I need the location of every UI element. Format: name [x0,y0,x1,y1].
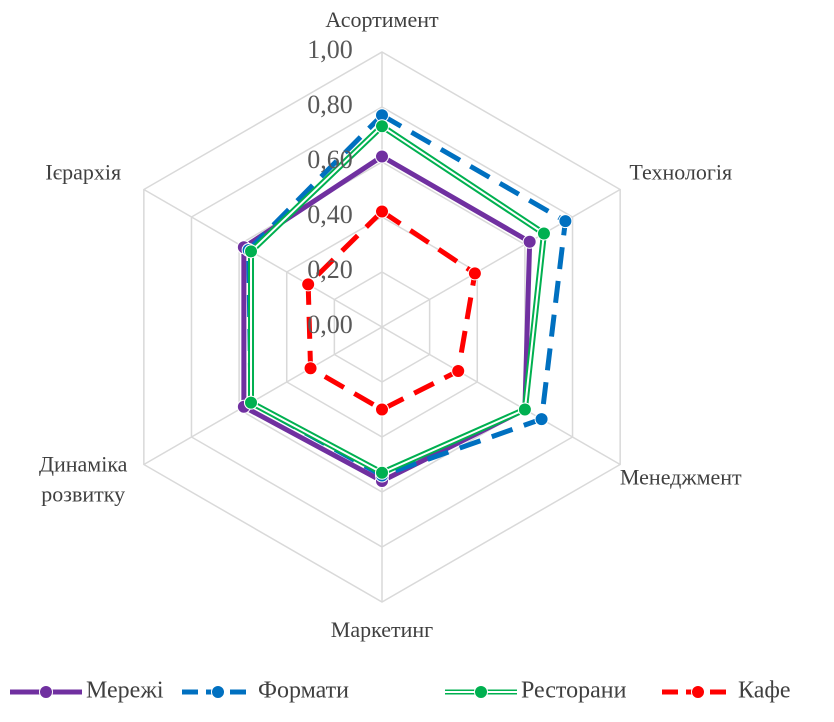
data-point [536,226,551,241]
data-point [522,234,537,249]
legend-label: Ресторани [521,678,627,704]
category-label: Маркетинг [331,617,433,642]
data-point [303,361,318,376]
data-point [467,266,482,281]
data-point [558,214,573,229]
axis-spoke [143,326,383,466]
category-label: Ієрархія [45,160,121,185]
axis-spoke [381,326,621,466]
series-line-inner [250,124,546,474]
axis-spoke [143,188,383,328]
data-point [244,395,259,410]
data-point [375,402,389,417]
category-label: Менеджмент [620,465,742,490]
y-tick-label: 0,40 [307,200,353,229]
data-point [451,364,466,378]
data-point [534,412,549,427]
data-point [375,149,389,164]
legend-marker [691,685,705,699]
data-point [301,277,316,292]
y-tick-label: 0,80 [307,90,353,119]
category-label: Технологія [629,160,732,185]
legend-label: Кафе [738,678,791,704]
data-point [375,465,389,480]
legend-marker [39,685,53,699]
data-point [244,244,259,259]
y-tick-label: 0,20 [307,255,353,284]
legend-marker [474,685,488,699]
y-tick-label: 0,60 [307,145,353,174]
y-tick-label: 1,00 [307,35,353,64]
y-tick-label: 0,00 [307,310,353,339]
axis-spoke [381,188,621,328]
category-label: Динаміка розвитку [39,452,128,507]
category-label: Асортимент [325,7,439,32]
legend-label: Формати [258,678,349,704]
legend-marker [211,685,225,699]
data-point [375,204,389,219]
legend-label: Мережі [86,678,164,704]
data-point [517,402,532,417]
data-point [375,119,389,134]
